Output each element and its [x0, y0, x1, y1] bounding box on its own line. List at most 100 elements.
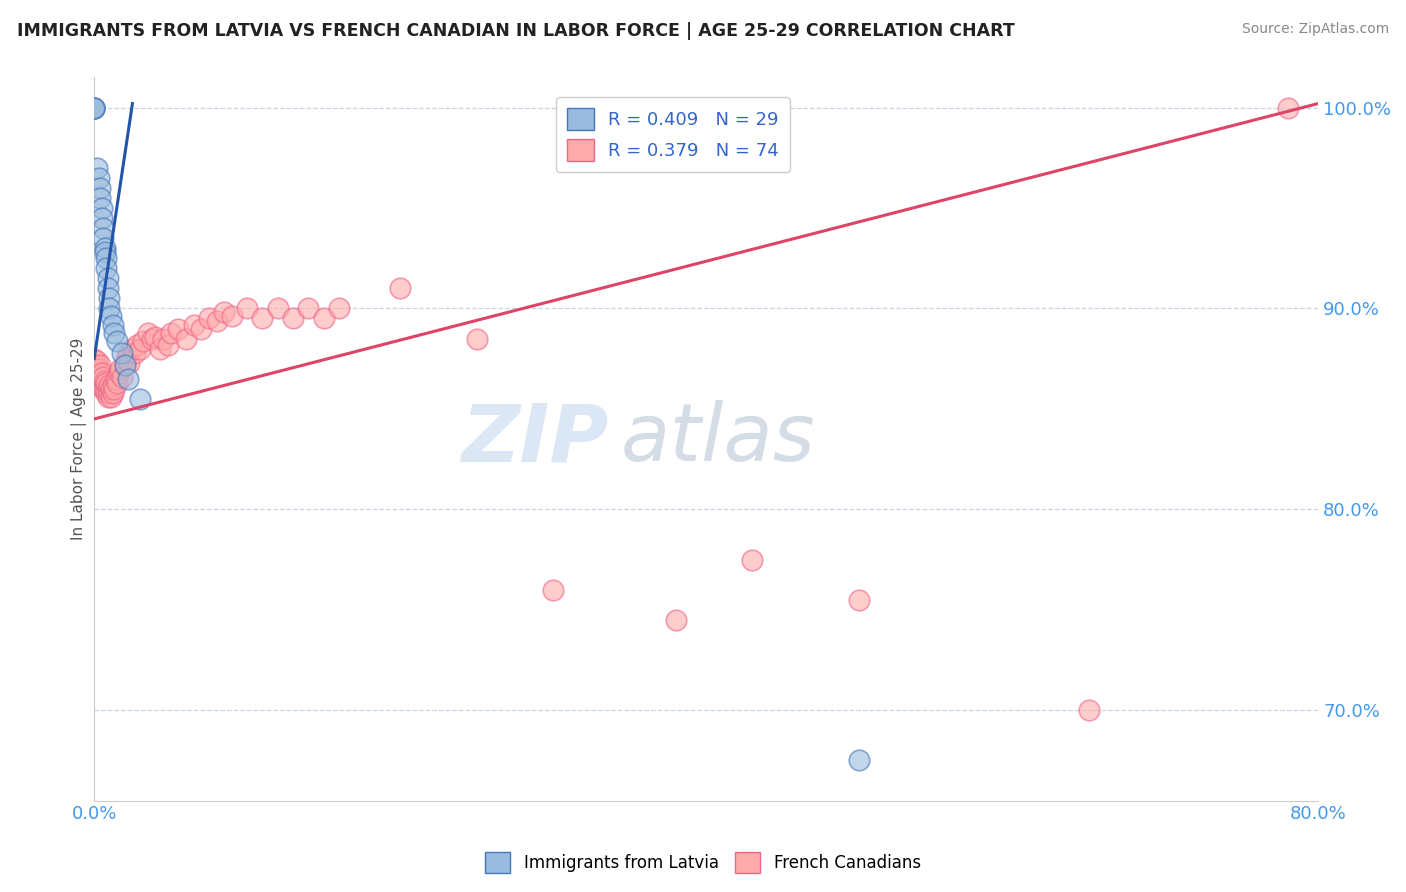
Point: [100, 310, 122, 324]
Point: [115, 351, 138, 366]
Point: [145, 329, 167, 343]
Point: [90, 372, 112, 386]
Point: [111, 345, 134, 359]
Point: [174, 332, 197, 346]
Point: [281, 311, 304, 326]
Point: [97, 271, 120, 285]
Point: [465, 332, 488, 346]
Point: [124, 345, 146, 359]
Point: [111, 369, 134, 384]
Point: [93, 231, 115, 245]
Text: Source: ZipAtlas.com: Source: ZipAtlas.com: [1241, 22, 1389, 37]
Point: [93, 221, 115, 235]
Point: [97, 390, 120, 404]
Point: [141, 332, 163, 346]
Point: [90, 201, 112, 215]
Point: [190, 321, 212, 335]
Point: [87, 170, 110, 185]
Point: [83, 101, 105, 115]
Point: [98, 377, 121, 392]
Point: [89, 191, 111, 205]
Point: [93, 382, 115, 396]
Point: [97, 382, 120, 396]
Point: [100, 382, 122, 396]
Point: [741, 552, 763, 566]
Point: [83, 361, 105, 376]
Point: [87, 377, 110, 392]
Point: [89, 181, 111, 195]
Point: [100, 390, 122, 404]
Point: [101, 385, 124, 400]
Point: [98, 292, 121, 306]
Point: [87, 369, 110, 384]
Point: [90, 211, 112, 225]
Point: [83, 101, 105, 115]
Point: [83, 351, 105, 366]
Point: [89, 366, 111, 380]
Point: [90, 366, 112, 380]
Point: [121, 342, 143, 356]
Point: [96, 376, 118, 390]
Point: [87, 361, 110, 376]
Point: [132, 334, 155, 348]
Point: [97, 281, 120, 295]
Point: [156, 337, 179, 351]
Point: [312, 311, 335, 326]
Point: [205, 313, 228, 327]
Point: [105, 334, 128, 348]
Point: [98, 301, 121, 316]
Point: [152, 332, 174, 346]
Point: [96, 261, 118, 276]
Point: [104, 372, 127, 386]
Point: [149, 342, 172, 356]
Point: [848, 592, 870, 607]
Y-axis label: In Labor Force | Age 25-29: In Labor Force | Age 25-29: [72, 338, 87, 541]
Point: [96, 385, 118, 400]
Point: [94, 245, 117, 260]
Point: [101, 377, 124, 392]
Point: [664, 613, 686, 627]
Point: [159, 326, 181, 340]
Point: [86, 353, 108, 368]
Point: [103, 326, 125, 340]
Point: [86, 361, 108, 376]
Text: IMMIGRANTS FROM LATVIA VS FRENCH CANADIAN IN LABOR FORCE | AGE 25-29 CORRELATION: IMMIGRANTS FROM LATVIA VS FRENCH CANADIA…: [17, 22, 1015, 40]
Point: [84, 358, 107, 372]
Point: [108, 361, 131, 376]
Point: [94, 382, 117, 396]
Point: [236, 301, 259, 316]
Point: [1277, 101, 1299, 115]
Point: [129, 342, 152, 356]
Point: [105, 376, 128, 390]
Point: [1077, 703, 1099, 717]
Point: [221, 310, 243, 324]
Point: [114, 358, 136, 372]
Point: [90, 377, 112, 392]
Point: [96, 252, 118, 266]
Point: [83, 101, 105, 115]
Point: [89, 358, 111, 372]
Point: [107, 366, 129, 380]
Point: [183, 318, 205, 332]
Point: [94, 374, 117, 388]
Point: [125, 337, 148, 351]
Point: [83, 361, 105, 376]
Point: [541, 582, 564, 597]
Point: [98, 385, 121, 400]
Point: [103, 382, 125, 396]
Point: [83, 101, 105, 115]
Point: [94, 241, 117, 255]
Point: [167, 321, 190, 335]
Point: [212, 305, 235, 319]
Point: [136, 326, 159, 340]
Point: [389, 281, 412, 295]
Point: [101, 318, 124, 332]
Point: [252, 311, 274, 326]
Point: [129, 392, 152, 406]
Point: [114, 358, 136, 372]
Legend: Immigrants from Latvia, French Canadians: Immigrants from Latvia, French Canadians: [478, 846, 928, 880]
Point: [93, 369, 115, 384]
Text: atlas: atlas: [620, 400, 815, 478]
Legend: R = 0.409   N = 29, R = 0.379   N = 74: R = 0.409 N = 29, R = 0.379 N = 74: [557, 97, 790, 172]
Point: [198, 311, 221, 326]
